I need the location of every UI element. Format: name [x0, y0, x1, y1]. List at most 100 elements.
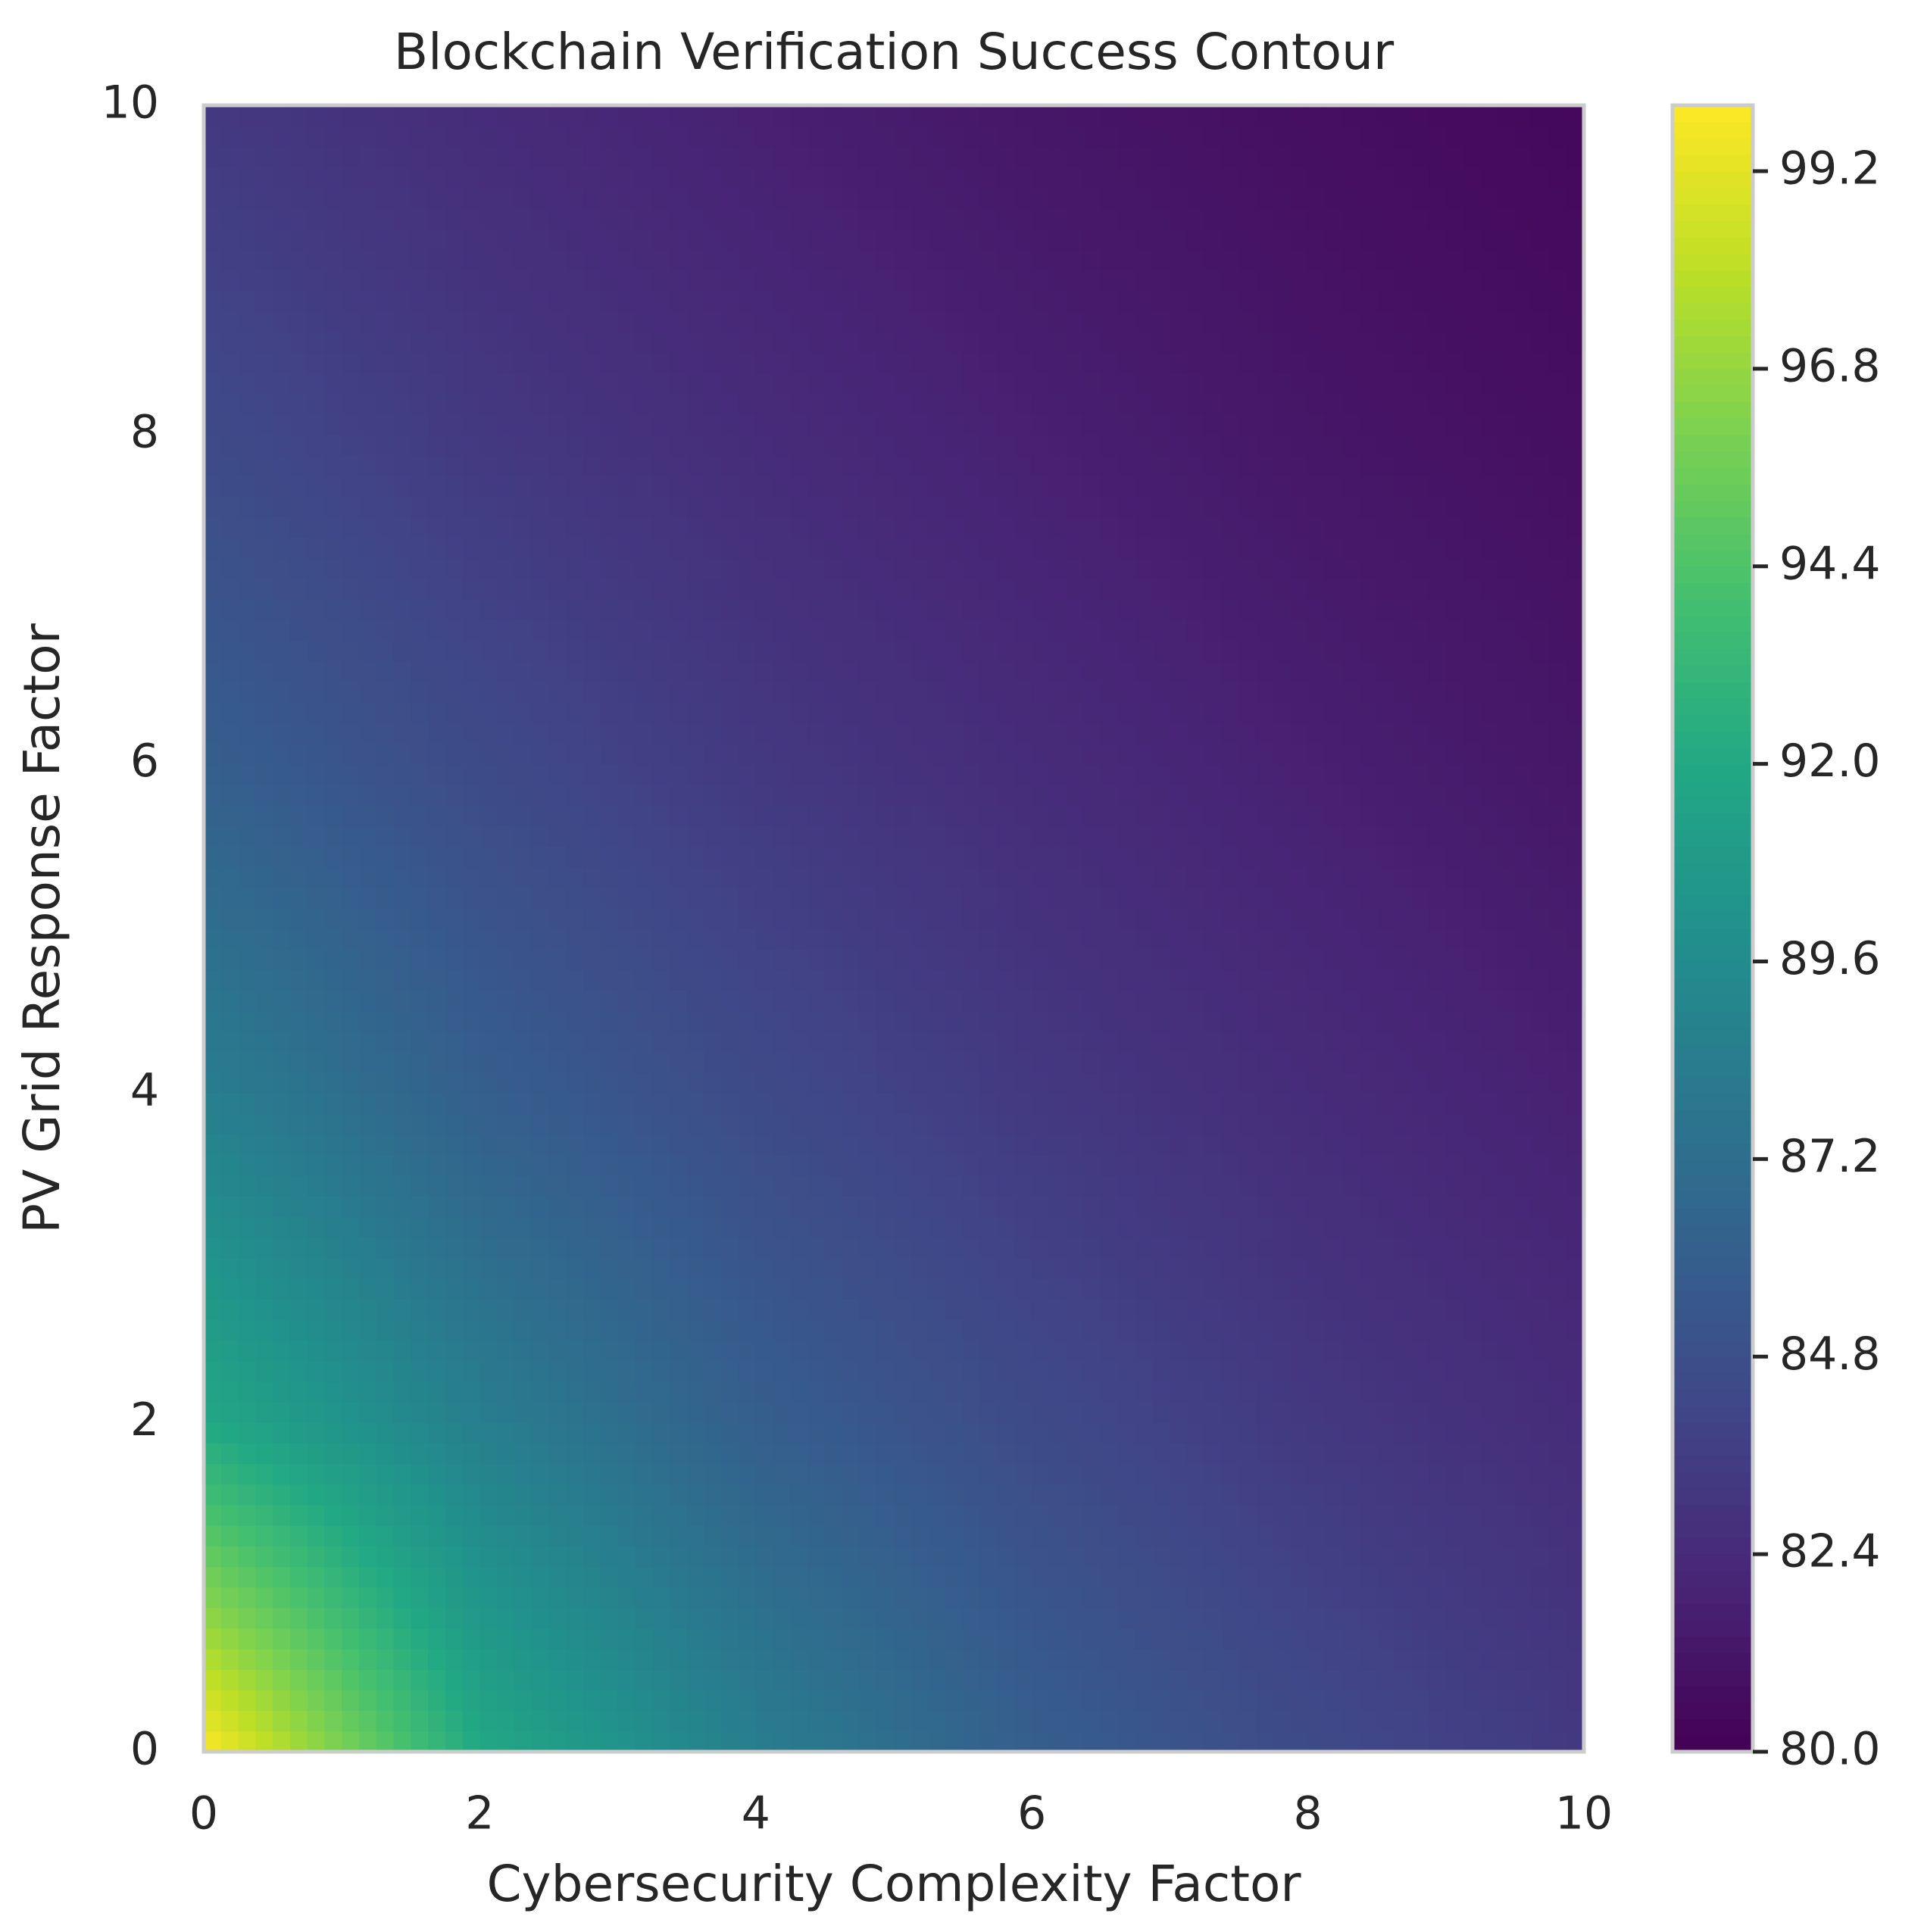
contour-cell	[1290, 1175, 1309, 1197]
contour-cell	[583, 1402, 601, 1423]
contour-cell	[945, 1072, 964, 1094]
contour-cell	[307, 557, 326, 579]
contour-cell	[790, 660, 808, 682]
contour-cell	[445, 1607, 464, 1629]
contour-cell	[600, 1175, 619, 1197]
contour-cell	[1480, 1710, 1498, 1732]
contour-cell	[548, 1360, 567, 1382]
contour-cell	[411, 887, 429, 909]
contour-cell	[479, 1196, 498, 1218]
contour-cell	[411, 1072, 429, 1094]
contour-cell	[1238, 1360, 1257, 1382]
contour-cell	[1307, 1237, 1326, 1259]
contour-cell	[273, 434, 291, 456]
contour-cell	[739, 1628, 757, 1650]
contour-cell	[790, 1196, 808, 1218]
contour-cell	[428, 804, 446, 826]
contour-cell	[255, 1525, 273, 1547]
contour-cell	[1429, 887, 1447, 909]
contour-cell	[1549, 681, 1567, 703]
contour-cell	[1170, 743, 1188, 765]
contour-cell	[739, 1731, 757, 1753]
contour-cell	[824, 599, 843, 620]
contour-cell	[979, 579, 998, 600]
contour-cell	[945, 1299, 964, 1320]
contour-cell	[1152, 763, 1170, 785]
contour-cell	[1445, 1710, 1464, 1732]
contour-cell	[583, 826, 601, 847]
contour-cell	[1014, 1381, 1032, 1403]
contour-cell	[1204, 1175, 1223, 1197]
contour-cell	[1238, 949, 1257, 970]
contour-cell	[773, 1113, 791, 1135]
contour-cell	[945, 743, 964, 765]
contour-cell	[755, 620, 774, 641]
contour-cell	[686, 1196, 705, 1218]
contour-cell	[1256, 454, 1274, 476]
contour-cell	[583, 990, 601, 1012]
contour-cell	[566, 1546, 584, 1568]
contour-cell	[376, 1031, 395, 1053]
contour-cell	[1342, 620, 1360, 641]
contour-cell	[1307, 1175, 1326, 1197]
contour-cell	[1118, 1134, 1136, 1156]
contour-cell	[393, 1525, 411, 1547]
contour-cell	[1376, 1731, 1395, 1753]
contour-cell	[548, 1175, 567, 1197]
contour-cell	[859, 476, 877, 497]
contour-cell	[1549, 1443, 1567, 1465]
contour-cell	[1118, 1669, 1136, 1691]
contour-cell	[583, 723, 601, 744]
contour-cell	[842, 1360, 860, 1382]
contour-cell	[376, 929, 395, 950]
contour-cell	[1376, 1072, 1395, 1094]
contour-cell	[445, 640, 464, 662]
contour-cell	[997, 557, 1016, 579]
contour-cell	[704, 1340, 722, 1362]
contour-cell	[876, 1587, 895, 1609]
contour-cell	[963, 1031, 981, 1053]
contour-cell	[824, 1381, 843, 1403]
contour-cell	[1445, 784, 1464, 806]
contour-cell	[1566, 1422, 1585, 1444]
contour-cell	[307, 1134, 326, 1156]
contour-cell	[807, 1216, 826, 1238]
contour-cell	[1152, 1649, 1170, 1670]
contour-cell	[1204, 620, 1223, 641]
contour-cell	[1480, 1628, 1498, 1650]
contour-cell	[1325, 784, 1343, 806]
contour-cell	[307, 1587, 326, 1609]
contour-cell	[1135, 866, 1154, 888]
contour-cell	[428, 1010, 446, 1032]
contour-cell	[1307, 1052, 1326, 1073]
contour-cell	[1032, 1443, 1050, 1465]
contour-cell	[1101, 1278, 1119, 1300]
contour-cell	[600, 887, 619, 909]
contour-cell	[979, 1669, 998, 1691]
contour-cell	[1014, 804, 1032, 826]
contour-cell	[1273, 1196, 1292, 1218]
contour-cell	[255, 1546, 273, 1568]
contour-cell	[342, 702, 360, 723]
contour-cell	[1118, 517, 1136, 538]
contour-cell	[704, 640, 722, 662]
contour-cell	[289, 1319, 308, 1341]
contour-cell	[824, 949, 843, 970]
contour-cell	[876, 660, 895, 682]
contour-cell	[411, 1196, 429, 1218]
contour-cell	[342, 1237, 360, 1259]
contour-cell	[1445, 620, 1464, 641]
contour-cell	[514, 887, 533, 909]
contour-cell	[1480, 763, 1498, 785]
contour-cell	[428, 1504, 446, 1526]
contour-cell	[531, 1731, 550, 1753]
contour-cell	[1187, 537, 1205, 559]
contour-cell	[669, 1052, 688, 1073]
contour-cell	[807, 1237, 826, 1259]
contour-cell	[1187, 620, 1205, 641]
contour-cell	[1066, 640, 1085, 662]
contour-cell	[220, 1278, 239, 1300]
contour-cell	[462, 454, 480, 476]
contour-cell	[807, 660, 826, 682]
contour-cell	[1376, 1566, 1395, 1588]
